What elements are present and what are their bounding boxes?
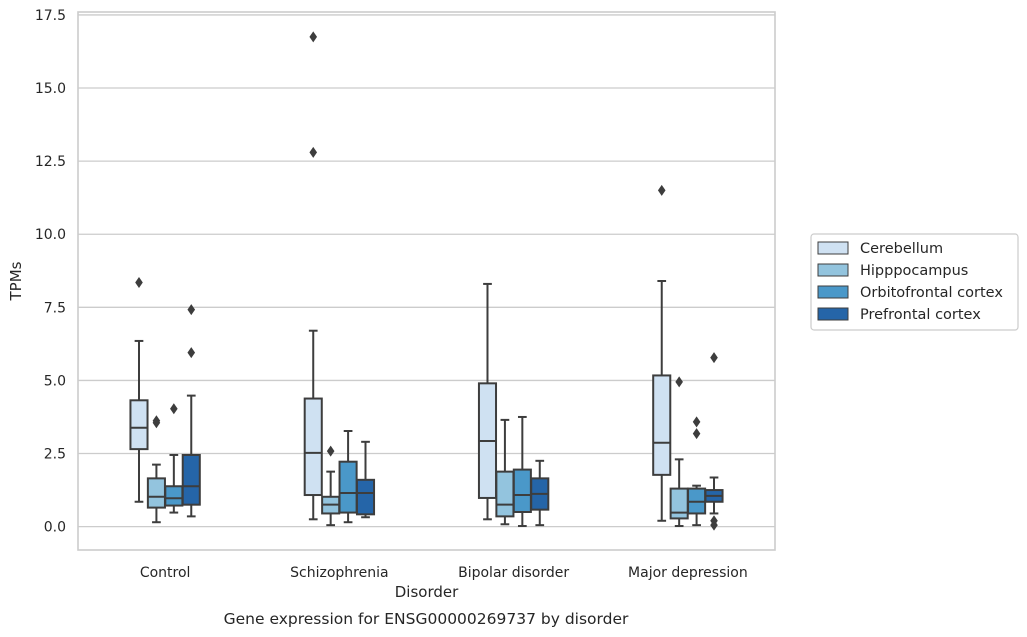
- y-tick-label: 2.5: [44, 447, 66, 463]
- box-prefrontal-cortex-1: [355, 440, 376, 519]
- box-hipppocampus-1: [321, 445, 341, 527]
- outlier-point: [135, 276, 143, 288]
- box-body: [495, 470, 515, 518]
- legend-label: Orbitofrontal cortex: [860, 285, 1003, 301]
- y-axis-label: TPMs: [7, 261, 25, 301]
- grid-lines: [78, 14, 775, 528]
- box-orbitofrontal-cortex-1: [338, 429, 358, 524]
- x-tick-label: Control: [140, 565, 191, 581]
- y-tick-label: 17.5: [35, 8, 66, 24]
- legend-label: Prefrontal cortex: [860, 307, 981, 323]
- legend-frame: [810, 233, 1019, 331]
- y-tick-label: 5.0: [44, 373, 66, 389]
- y-tick-label: 15.0: [35, 81, 66, 97]
- figure-caption: Gene expression for ENSG00000269737 by d…: [224, 610, 629, 628]
- box-hipppocampus-2: [495, 418, 515, 526]
- x-axis-label: Disorder: [395, 583, 459, 601]
- outlier-point: [675, 376, 683, 388]
- outlier-point: [152, 415, 161, 427]
- outlier-point: [692, 428, 701, 440]
- box-hipppocampus-0: [146, 415, 166, 524]
- box-plots: [129, 31, 724, 531]
- outlier-point: [710, 515, 718, 527]
- outlier-point: [187, 347, 196, 359]
- box-cerebellum-3: [652, 184, 672, 522]
- outlier-point: [170, 403, 178, 415]
- y-tick-label: 0.0: [44, 520, 66, 536]
- legend-swatch: [817, 263, 849, 277]
- outlier-point: [326, 445, 335, 457]
- box-prefrontal-cortex-3: [704, 352, 724, 531]
- outlier-point: [187, 304, 196, 316]
- box-body: [338, 460, 358, 514]
- legend-label: Hipppocampus: [860, 263, 968, 279]
- x-tick-label: Major depression: [628, 565, 748, 581]
- box-orbitofrontal-cortex-2: [512, 415, 532, 528]
- box-body: [355, 478, 376, 516]
- legend: Cerebellum Hipppocampus Orbitofrontal cort…: [810, 233, 1019, 331]
- y-tick-label: 7.5: [44, 300, 66, 316]
- box-body: [652, 374, 672, 476]
- box-cerebellum-1: [303, 31, 323, 521]
- y-tick-label: 12.5: [35, 154, 66, 170]
- x-tick-label: Schizophrenia: [290, 565, 388, 581]
- box-body: [303, 397, 323, 497]
- x-axis-ticks: Control Schizophrenia Bipolar disorder Majo…: [140, 565, 748, 581]
- box-body: [164, 485, 184, 507]
- box-body: [146, 477, 166, 509]
- outlier-point: [657, 184, 666, 196]
- x-tick-label: Bipolar disorder: [458, 565, 569, 581]
- box-orbitofrontal-cortex-3: [687, 416, 707, 527]
- box-body: [669, 487, 689, 520]
- legend-swatch: [817, 241, 849, 255]
- box-cerebellum-0: [129, 276, 149, 503]
- outlier-point: [710, 352, 718, 364]
- box-hipppocampus-3: [669, 376, 689, 528]
- y-axis-ticks: 0.0 2.5 5.0 7.5 10.0 12.5 15.0 17.5: [35, 8, 66, 536]
- legend-label: Cerebellum: [860, 241, 943, 257]
- box-prefrontal-cortex-2: [530, 459, 550, 527]
- box-cerebellum-2: [477, 282, 498, 521]
- outlier-point: [309, 31, 318, 43]
- outlier-point: [692, 416, 701, 428]
- plot-frame: [77, 11, 776, 551]
- box-body: [129, 399, 149, 451]
- outlier-point: [309, 146, 318, 158]
- box-prefrontal-cortex-0: [181, 304, 201, 518]
- box-body: [512, 468, 532, 513]
- legend-swatch: [817, 285, 849, 299]
- legend-swatch: [817, 307, 849, 321]
- box-orbitofrontal-cortex-0: [164, 403, 184, 514]
- y-tick-label: 10.0: [35, 227, 66, 243]
- box-body: [181, 453, 201, 506]
